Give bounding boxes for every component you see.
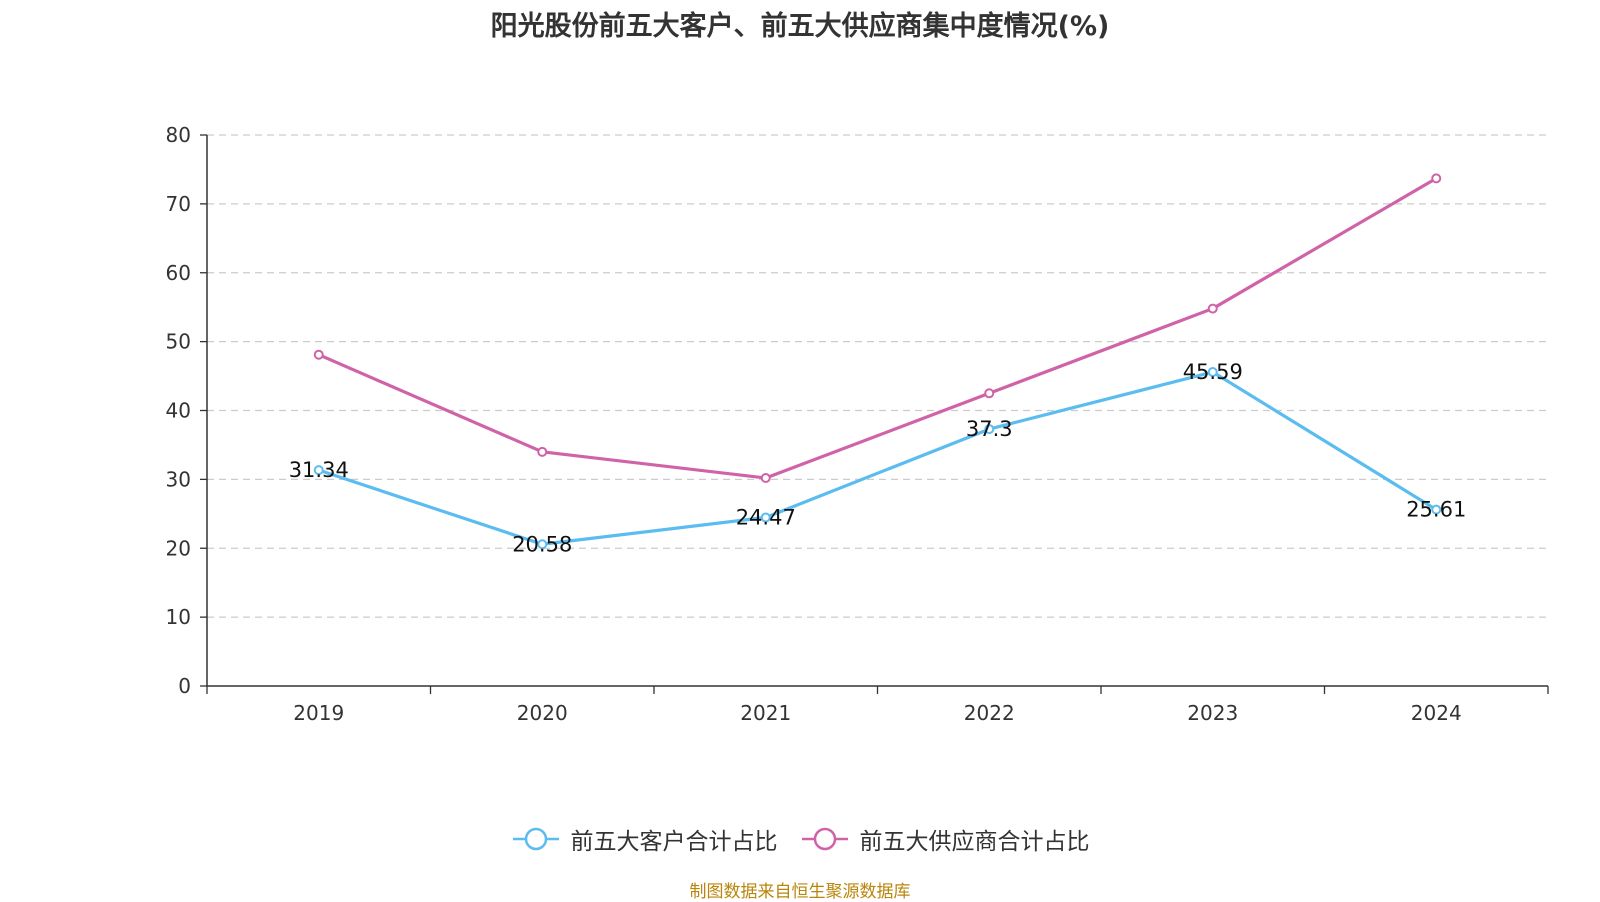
x-tick-label: 2024 <box>1411 701 1462 725</box>
data-point-customers <box>313 465 324 476</box>
x-tick-label: 2022 <box>964 701 1015 725</box>
data-point-suppliers <box>1431 173 1442 184</box>
legend-marker-suppliers-icon <box>801 827 848 851</box>
data-point-customers <box>760 512 771 523</box>
legend-item-suppliers[interactable]: 前五大供应商合计占比 <box>800 822 1090 856</box>
x-tick-label: 2019 <box>293 701 344 725</box>
legend-item-customers[interactable]: 前五大客户合计占比 <box>511 822 778 856</box>
y-tick-label: 60 <box>166 261 191 285</box>
data-label: 20.58 <box>512 532 572 556</box>
x-tick-label: 2023 <box>1187 701 1238 725</box>
data-label: 25.61 <box>1406 498 1466 522</box>
data-label: 45.59 <box>1183 360 1243 384</box>
data-point-suppliers <box>1207 303 1218 314</box>
data-label: 31.34 <box>289 458 349 482</box>
x-tick-label: 2020 <box>517 701 568 725</box>
data-label: 37.3 <box>966 417 1013 441</box>
data-point-customers <box>984 424 995 435</box>
data-point-suppliers <box>760 472 771 483</box>
data-point-customers <box>537 539 548 550</box>
data-label: 24.47 <box>736 505 796 529</box>
y-tick-label: 40 <box>166 399 191 423</box>
data-point-suppliers <box>537 446 548 457</box>
series <box>313 173 1442 550</box>
series-line-suppliers <box>318 177 1438 480</box>
legend-label-suppliers: 前五大供应商合计占比 <box>859 829 1090 855</box>
data-point-suppliers <box>984 388 995 399</box>
source-note: 制图数据来自恒生聚源数据库 <box>689 882 911 902</box>
series-line-customers <box>318 370 1438 546</box>
y-tick-label: 70 <box>166 192 191 216</box>
y-tick-label: 80 <box>166 123 191 147</box>
data-point-customers <box>1207 366 1218 377</box>
data-labels: 31.34 20.58 24.47 37.3 45.59 25.61 <box>289 360 1467 556</box>
x-tick-label: 2021 <box>740 701 791 725</box>
y-tick-label: 50 <box>166 330 191 354</box>
y-tick-label: 10 <box>166 605 191 629</box>
legend-label-customers: 前五大客户合计占比 <box>570 829 778 855</box>
y-tick-label: 20 <box>166 536 191 560</box>
y-tick-label: 30 <box>166 467 191 491</box>
chart-title: 阳光股份前五大客户、前五大供应商集中度情况(%) <box>490 11 1110 42</box>
data-point-suppliers <box>313 349 324 360</box>
y-tick-label: 0 <box>178 674 191 698</box>
axes: 0 10 20 30 40 50 60 70 80 2019 2020 2021 2022 2023 202… <box>166 123 1549 725</box>
data-point-customers <box>1431 504 1442 515</box>
legend: 前五大客户合计占比 前五大供应商合计占比 <box>0 822 1600 856</box>
legend-marker-customers-icon <box>512 827 559 851</box>
grid-lines <box>207 134 1548 618</box>
